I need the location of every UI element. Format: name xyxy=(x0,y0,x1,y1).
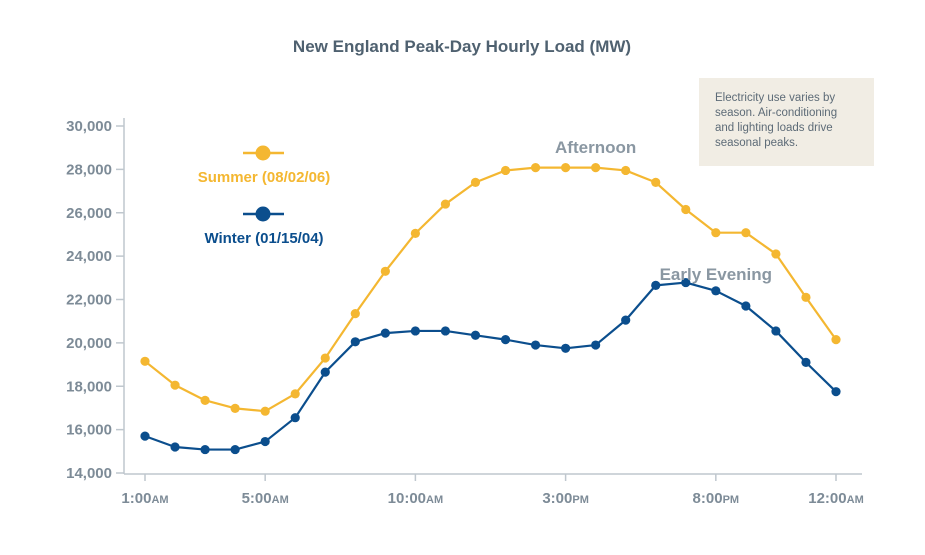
summer-data-point xyxy=(711,228,721,238)
summer-data-point xyxy=(380,266,390,276)
x-tick-label: 12:00AM xyxy=(808,490,863,507)
summer-legend-marker xyxy=(255,145,271,161)
winter-data-point xyxy=(350,337,360,347)
y-axis-ticks: 14,000 16,000 18,000 20,000 22,000 24,000 26,0… xyxy=(66,118,124,482)
winter-series-line xyxy=(144,281,837,451)
y-tick-label: 26,000 xyxy=(66,205,112,222)
summer-data-point xyxy=(621,165,631,176)
summer-data-point xyxy=(170,380,180,390)
winter-data-point xyxy=(591,340,601,350)
summer-data-point xyxy=(591,163,601,173)
summer-data-point xyxy=(561,163,571,173)
winter-legend-marker xyxy=(255,206,271,222)
annotation-label: Afternoon xyxy=(555,138,636,157)
y-tick-label: 22,000 xyxy=(66,292,112,309)
summer-data-point xyxy=(440,199,451,209)
summer-data-point xyxy=(801,292,811,302)
winter-data-point xyxy=(410,326,420,336)
y-tick-label: 18,000 xyxy=(66,378,112,395)
x-tick-time: 10:00 xyxy=(388,490,426,507)
winter-data-point xyxy=(440,326,451,336)
summer-data-point xyxy=(410,228,420,238)
winter-data-point xyxy=(711,286,721,296)
winter-data-point xyxy=(320,367,330,377)
summer-data-point xyxy=(651,177,661,187)
x-tick-label: 5:00AM xyxy=(242,490,289,507)
winter-data-point xyxy=(771,326,781,336)
x-tick-label: 8:00PM xyxy=(693,490,740,507)
x-tick-time: 1:00 xyxy=(121,490,151,507)
summer-data-point xyxy=(230,403,240,413)
winter-data-point xyxy=(290,413,300,423)
summer-legend-label: Summer (08/02/06) xyxy=(198,169,331,186)
winter-data-point xyxy=(831,387,841,397)
winter-data-point xyxy=(741,301,751,311)
y-tick-label: 14,000 xyxy=(66,465,112,482)
winter-data-point xyxy=(200,444,210,455)
summer-data-point xyxy=(831,335,841,345)
summer-data-point xyxy=(681,204,691,215)
series-layer xyxy=(140,163,841,455)
winter-legend-label: Winter (01/15/04) xyxy=(204,230,323,247)
x-axis-ticks: 1:00AM 5:00AM 10:00AM 3:00PM 8:00PM 12:00AM xyxy=(121,474,864,507)
winter-data-point xyxy=(260,436,270,447)
winter-data-point xyxy=(621,315,631,325)
winter-data-point xyxy=(140,431,150,441)
x-tick-time: 8:00 xyxy=(693,490,723,507)
x-tick-label: 1:00AM xyxy=(121,490,168,507)
x-tick-meridiem: PM xyxy=(572,494,589,506)
x-tick-time: 12:00 xyxy=(808,490,846,507)
y-tick-label: 30,000 xyxy=(66,118,112,135)
legend: Summer (08/02/06) Winter (01/15/04) xyxy=(198,145,331,247)
summer-data-point xyxy=(320,353,330,363)
x-tick-time: 3:00 xyxy=(542,490,572,507)
winter-data-point xyxy=(530,340,541,350)
summer-data-point xyxy=(350,308,360,319)
summer-data-point xyxy=(530,163,541,173)
annotation-label: Early Evening xyxy=(660,265,772,284)
summer-data-point xyxy=(500,165,511,176)
summer-series-line xyxy=(144,166,837,413)
winter-data-point xyxy=(170,442,180,452)
winter-data-point xyxy=(470,330,481,340)
y-tick-label: 28,000 xyxy=(66,161,112,178)
winter-data-point xyxy=(681,277,691,288)
summer-data-point xyxy=(771,249,781,259)
y-tick-label: 16,000 xyxy=(66,422,112,439)
x-tick-meridiem: AM xyxy=(426,494,443,506)
winter-data-point xyxy=(230,444,240,455)
winter-data-point xyxy=(380,328,390,338)
winter-data-point xyxy=(500,335,511,345)
summer-data-point xyxy=(200,395,210,405)
x-tick-label: 10:00AM xyxy=(388,490,443,507)
summer-data-point xyxy=(470,177,481,187)
x-tick-time: 5:00 xyxy=(242,490,272,507)
x-tick-label: 3:00PM xyxy=(542,490,589,507)
summer-data-point xyxy=(741,228,751,238)
winter-data-point xyxy=(651,280,661,291)
summer-data-point xyxy=(260,406,270,416)
x-tick-meridiem: PM xyxy=(723,494,740,506)
x-tick-meridiem: AM xyxy=(272,494,289,506)
note-box: Electricity use varies by season. Air-co… xyxy=(699,78,874,166)
winter-data-point xyxy=(801,357,811,367)
summer-data-point xyxy=(290,389,300,399)
y-tick-label: 24,000 xyxy=(66,248,112,265)
summer-data-point xyxy=(140,356,150,366)
chart-title: New England Peak-Day Hourly Load (MW) xyxy=(293,37,631,56)
y-tick-label: 20,000 xyxy=(66,335,112,352)
x-tick-meridiem: AM xyxy=(151,494,168,506)
note-text: Electricity use varies by season. Air-co… xyxy=(715,92,838,149)
x-tick-meridiem: AM xyxy=(847,494,864,506)
annotations: Afternoon Early Evening xyxy=(555,138,772,284)
winter-data-point xyxy=(561,343,571,353)
